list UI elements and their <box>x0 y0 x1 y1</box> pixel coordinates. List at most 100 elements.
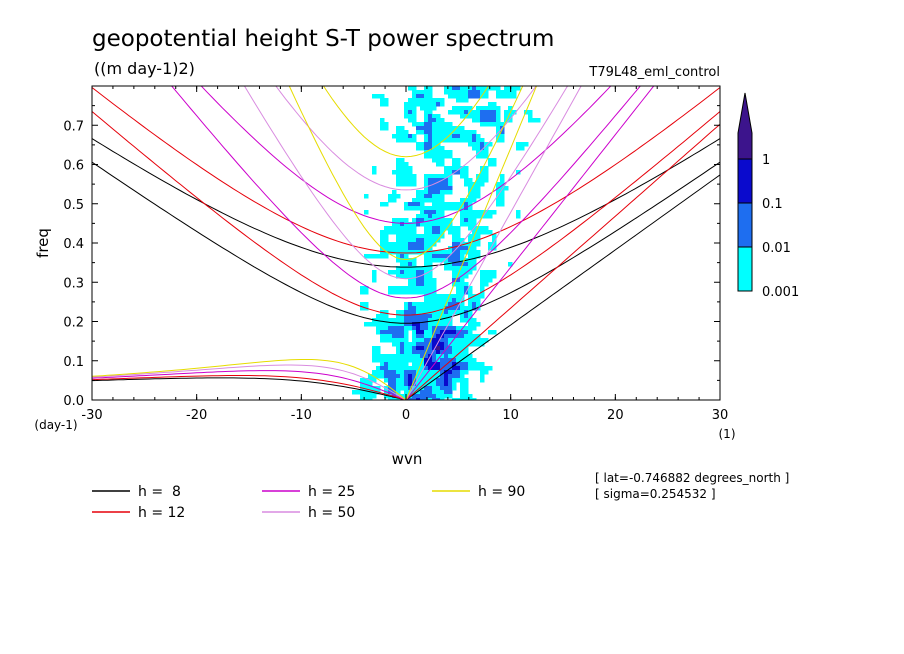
heatmap-cell <box>440 258 445 263</box>
heatmap-cell <box>396 134 401 139</box>
heatmap-cell <box>444 130 449 135</box>
heatmap-cell <box>420 126 425 131</box>
heatmap-cell <box>516 86 521 91</box>
heatmap-cell <box>424 90 429 95</box>
heatmap-cell <box>444 298 449 303</box>
heatmap-cell <box>416 90 421 95</box>
heatmap-cell <box>460 318 465 323</box>
heatmap-cell <box>472 110 477 115</box>
heatmap-cell <box>460 346 465 351</box>
heatmap-cell <box>392 190 397 195</box>
heatmap-cell <box>412 342 417 347</box>
heatmap-cell <box>384 102 389 107</box>
heatmap-cell <box>436 182 441 187</box>
heatmap-cell <box>400 174 405 179</box>
heatmap-cell <box>372 278 377 283</box>
heatmap-cell <box>412 262 417 267</box>
heatmap-cell <box>456 258 461 263</box>
heatmap-cell <box>412 218 417 223</box>
heatmap-cell <box>440 150 445 155</box>
heatmap-cell <box>376 330 381 335</box>
heatmap-cell <box>412 394 417 399</box>
heatmap-cell <box>444 122 449 127</box>
heatmap-cell <box>452 338 457 343</box>
heatmap-cell <box>456 346 461 351</box>
heatmap-cell <box>412 274 417 279</box>
heatmap-cell <box>404 170 409 175</box>
heatmap-cell <box>460 106 465 111</box>
y-tick-label: 0.6 <box>63 159 84 174</box>
heatmap-cell <box>400 330 405 335</box>
heatmap-cell <box>408 322 413 327</box>
heatmap-cell <box>456 250 461 255</box>
heatmap-cell <box>424 138 429 143</box>
heatmap-cell <box>492 330 497 335</box>
heatmap-cell <box>428 250 433 255</box>
heatmap-cell <box>404 338 409 343</box>
heatmap-cell <box>416 342 421 347</box>
heatmap-cell <box>408 290 413 295</box>
heatmap-cell <box>500 174 505 179</box>
heatmap-cell <box>404 218 409 223</box>
heatmap-cell <box>468 254 473 259</box>
heatmap-cell <box>448 178 453 183</box>
heatmap-cell <box>496 126 501 131</box>
heatmap-cell <box>396 166 401 171</box>
heatmap-cell <box>416 238 421 243</box>
heatmap-cell <box>392 286 397 291</box>
heatmap-cell <box>396 226 401 231</box>
heatmap-cell <box>416 102 421 107</box>
heatmap-cell <box>460 350 465 355</box>
heatmap-cell <box>420 218 425 223</box>
heatmap-cell <box>424 154 429 159</box>
heatmap-cell <box>360 290 365 295</box>
heatmap-cell <box>480 274 485 279</box>
heatmap-cell <box>504 186 509 191</box>
heatmap-cell <box>448 350 453 355</box>
heatmap-cell <box>480 182 485 187</box>
heatmap-cell <box>428 182 433 187</box>
heatmap-cell <box>396 162 401 167</box>
heatmap-cell <box>456 246 461 251</box>
heatmap-cell <box>404 386 409 391</box>
heatmap-cell <box>452 382 457 387</box>
heatmap-cell <box>408 274 413 279</box>
heatmap-cell <box>444 374 449 379</box>
heatmap-cell <box>436 390 441 395</box>
heatmap-cell <box>424 262 429 267</box>
heatmap-cell <box>412 366 417 371</box>
heatmap-cell <box>428 150 433 155</box>
heatmap-cell <box>424 178 429 183</box>
heatmap-cell <box>404 110 409 115</box>
heatmap-cell <box>384 122 389 127</box>
heatmap-cell <box>428 102 433 107</box>
heatmap-cell <box>468 302 473 307</box>
heatmap-cell <box>420 362 425 367</box>
heatmap-cell <box>484 270 489 275</box>
heatmap-cell <box>464 206 469 211</box>
heatmap-cell <box>452 270 457 275</box>
heatmap-cell <box>396 218 401 223</box>
heatmap-cell <box>444 154 449 159</box>
heatmap-cell <box>428 262 433 267</box>
heatmap-cell <box>400 234 405 239</box>
heatmap-cell <box>448 166 453 171</box>
heatmap-cell <box>380 238 385 243</box>
heatmap-cell <box>440 230 445 235</box>
dispersion-curve-h25 <box>171 86 641 299</box>
heatmap-cell <box>380 254 385 259</box>
heatmap-cell <box>484 230 489 235</box>
heatmap-cell <box>424 278 429 283</box>
dispersion-curve-h25 <box>200 86 612 224</box>
heatmap-cell <box>468 86 473 91</box>
heatmap-cell <box>400 338 405 343</box>
heatmap-cell <box>472 302 477 307</box>
heatmap-cell <box>456 266 461 271</box>
heatmap-cell <box>488 330 493 335</box>
heatmap-cell <box>392 270 397 275</box>
heatmap-cell <box>452 374 457 379</box>
heatmap-cell <box>384 378 389 383</box>
heatmap-cell <box>400 386 405 391</box>
heatmap-cell <box>376 370 381 375</box>
heatmap-cell <box>408 246 413 251</box>
